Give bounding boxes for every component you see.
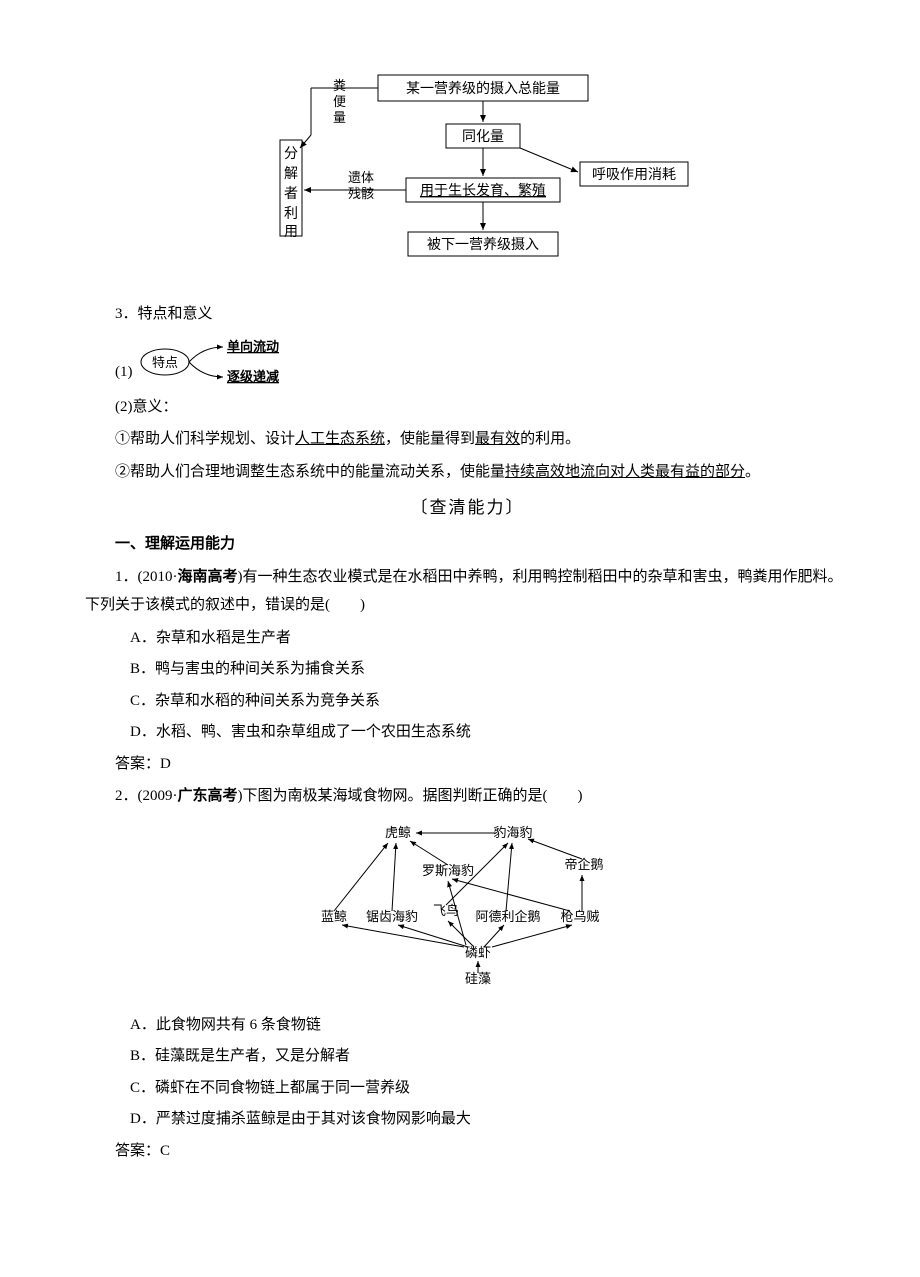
fw-guizao: 硅藻: [464, 971, 490, 986]
node-assimilation: 同化量: [462, 129, 504, 145]
q1-opt-a: A．杂草和水稻是生产者: [130, 624, 850, 653]
fw-linxia: 磷虾: [464, 945, 490, 960]
fw-diqie: 帝企鹅: [564, 857, 603, 872]
svg-text:粪: 粪: [333, 78, 346, 93]
feature-branch-1: 单向流动: [227, 339, 279, 354]
q2-opt-c: C．磷虾在不同食物链上都属于同一营养级: [130, 1074, 850, 1103]
q2-stem: 2．(2009·广东高考)下图为南极某海域食物网。据图判断正确的是( ): [85, 782, 850, 811]
feature-diagram-svg: 特点 单向流动 逐级递减: [137, 337, 307, 387]
q1-options: A．杂草和水稻是生产者 B．鸭与害虫的种间关系为捕食关系 C．杂草和水稻的种间关…: [130, 624, 850, 747]
ability-heading: 一、理解运用能力: [85, 530, 850, 559]
q2-options: A．此食物网共有 6 条食物链 B．硅藻既是生产者，又是分解者 C．磷虾在不同食…: [130, 1011, 850, 1134]
q1-answer: 答案：D: [85, 750, 850, 779]
node-next: 被下一营养级摄入: [427, 237, 539, 253]
feature-branch-2: 逐级递减: [227, 369, 279, 384]
item-2-prefix: (2)意义：: [85, 393, 850, 422]
item-1-prefix: (1): [85, 358, 133, 387]
node-growth: 用于生长发育、繁殖: [420, 182, 546, 199]
svg-text:用: 用: [284, 225, 298, 240]
feature-diagram-row: (1) 特点 单向流动 逐级递减: [85, 337, 850, 387]
feature-center: 特点: [151, 355, 177, 370]
svg-text:遗体: 遗体: [348, 170, 374, 185]
q2-opt-a: A．此食物网共有 6 条食物链: [130, 1011, 850, 1040]
bracket-heading: 〔查清能力〕: [85, 492, 850, 524]
energy-diagram-svg: 某一营养级的摄入总能量 同化量 呼吸作用消耗 用于生长发育、繁殖 被下一营养级摄…: [238, 70, 698, 280]
fw-adeli: 阿德利企鹅: [475, 909, 540, 924]
node-intake: 某一营养级的摄入总能量: [406, 81, 560, 97]
svg-text:便: 便: [333, 94, 346, 109]
svg-text:量: 量: [333, 110, 346, 125]
q2-answer: 答案：C: [85, 1137, 850, 1166]
fw-hujing: 虎鲸: [384, 825, 410, 840]
svg-text:利: 利: [284, 206, 298, 222]
q1-opt-b: B．鸭与害虫的种间关系为捕食关系: [130, 655, 850, 684]
svg-text:解: 解: [284, 166, 298, 182]
energy-flow-diagram: 某一营养级的摄入总能量 同化量 呼吸作用消耗 用于生长发育、繁殖 被下一营养级摄…: [85, 70, 850, 280]
fw-lanjing: 蓝鲸: [320, 909, 346, 924]
foodweb-svg: 虎鲸 豹海豹 罗斯海豹 帝企鹅 蓝鲸 锯齿海豹 飞鸟 阿德利企鹅 枪乌贼 磷虾 …: [298, 821, 638, 991]
q1-opt-d: D．水稻、鸭、害虫和杂草组成了一个农田生态系统: [130, 718, 850, 747]
fw-juchi: 锯齿海豹: [365, 909, 417, 924]
q1-stem: 1．(2010·海南高考)有一种生态农业模式是在水稻田中养鸭，利用鸭控制稻田中的…: [85, 563, 850, 620]
fw-luosi: 罗斯海豹: [421, 863, 473, 878]
q1-opt-c: C．杂草和水稻的种间关系为竞争关系: [130, 687, 850, 716]
fw-qiangwuzei: 枪乌贼: [560, 909, 599, 924]
foodweb-diagram: 虎鲸 豹海豹 罗斯海豹 帝企鹅 蓝鲸 锯齿海豹 飞鸟 阿德利企鹅 枪乌贼 磷虾 …: [85, 821, 850, 991]
item-2-line-1: ①帮助人们科学规划、设计人工生态系统，使能量得到最有效的利用。: [85, 425, 850, 454]
node-respiration: 呼吸作用消耗: [592, 167, 676, 183]
svg-text:分: 分: [284, 146, 298, 162]
svg-text:者: 者: [284, 186, 298, 202]
section-3-title: 3．特点和意义: [85, 300, 850, 329]
svg-text:残骸: 残骸: [348, 186, 374, 201]
item-2-line-2: ②帮助人们合理地调整生态系统中的能量流动关系，使能量持续高效地流向对人类最有益的…: [85, 458, 850, 487]
q2-opt-d: D．严禁过度捕杀蓝鲸是由于其对该食物网影响最大: [130, 1105, 850, 1134]
fw-baohaibao: 豹海豹: [493, 825, 532, 840]
q2-opt-b: B．硅藻既是生产者，又是分解者: [130, 1042, 850, 1071]
